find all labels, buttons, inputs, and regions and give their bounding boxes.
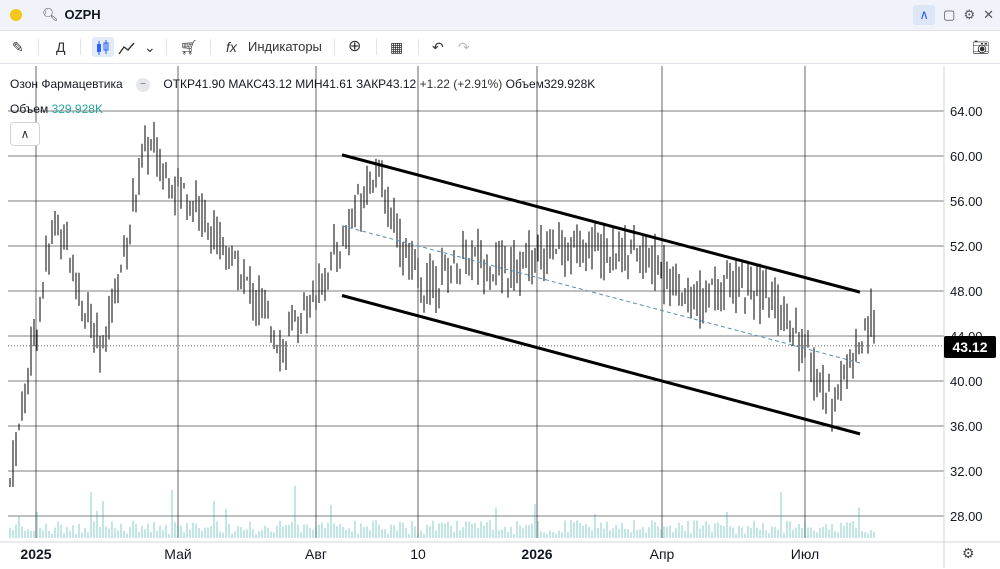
y-tick-label: 60.00 <box>950 149 983 164</box>
last-price-badge: 43.12 <box>944 336 996 358</box>
status-dot-icon <box>10 9 22 21</box>
layout-grid-icon[interactable]: ▦ <box>390 39 404 55</box>
gear-icon[interactable]: ⚙ <box>963 7 976 22</box>
y-tick-label: 28.00 <box>950 509 983 524</box>
x-tick-label: 10 <box>410 546 426 562</box>
ohlc-legend: Озон Фармацевтика − ОТКР41.90 МАКС43.12 … <box>10 77 595 92</box>
instrument-name: Озон Фармацевтика <box>10 77 123 91</box>
y-tick-label: 64.00 <box>950 104 983 119</box>
divider <box>210 39 211 55</box>
maximize-icon[interactable]: ▢ <box>943 7 956 22</box>
add-icon[interactable]: ⊕ <box>348 38 362 55</box>
y-tick-label: 56.00 <box>950 194 983 209</box>
search-icon: 🔍︎ <box>42 7 59 22</box>
x-tick-label: Авг <box>305 546 327 562</box>
chart-toolbar: ✎ Д ⌄ 🛒︎ fx Индикаторы ⊕ ▦ ↶ ↷ 📷︎ <box>0 31 1000 64</box>
candles-icon[interactable] <box>92 37 114 58</box>
change-value: +1.22 (+2.91%) <box>419 77 503 91</box>
chevron-up-icon[interactable]: ∧ <box>10 122 40 146</box>
collapse-icon[interactable]: ∧ <box>913 5 936 25</box>
x-tick-label: Май <box>164 546 191 562</box>
redo-icon[interactable]: ↷ <box>458 39 470 55</box>
indicators-icon[interactable]: fx <box>226 39 237 55</box>
pencil-icon[interactable]: ✎ <box>12 39 24 55</box>
period-button[interactable]: Д <box>56 39 66 55</box>
channel-upper-line <box>341 153 861 294</box>
volume-legend: Объем 329.928K <box>10 102 103 116</box>
top-bar: 🔍︎ OZPH ∧ ▢ ⚙ ✕ <box>0 0 1000 31</box>
symbol-label[interactable]: OZPH <box>64 7 101 22</box>
x-tick-label: 2025 <box>20 546 51 562</box>
symbol-search[interactable]: 🔍︎ OZPH <box>42 7 101 23</box>
high-value: МАКС43.12 <box>228 77 292 91</box>
camera-icon[interactable]: 📷︎ <box>972 39 990 55</box>
channel-mid-line <box>341 225 861 364</box>
close-value: ЗАКР43.12 <box>355 77 417 91</box>
divider <box>166 39 167 55</box>
volume-label: Объем <box>10 102 49 116</box>
cart-icon[interactable]: 🛒︎ <box>180 39 198 55</box>
divider <box>418 39 419 55</box>
divider <box>80 39 81 55</box>
y-tick-label: 52.00 <box>950 239 983 254</box>
divider <box>38 39 39 55</box>
divider <box>334 39 335 55</box>
open-value: ОТКР41.90 <box>163 77 226 91</box>
window-controls: ∧ ▢ ⚙ ✕ <box>913 5 994 25</box>
minus-icon[interactable]: − <box>135 77 150 92</box>
y-tick-label: 40.00 <box>950 374 983 389</box>
channel-lower-line <box>341 294 861 436</box>
low-value: МИН41.61 <box>295 77 353 91</box>
x-tick-label: 2026 <box>521 546 552 562</box>
y-tick-label: 48.00 <box>950 284 983 299</box>
volume-amount: 329.928K <box>51 102 103 116</box>
y-tick-label: 36.00 <box>950 419 983 434</box>
volume-value: Объем329.928K <box>505 77 596 91</box>
close-icon[interactable]: ✕ <box>983 7 994 22</box>
x-tick-label: Апр <box>650 546 675 562</box>
chevron-down-icon[interactable]: ⌄ <box>144 39 156 55</box>
y-tick-label: 32.00 <box>950 464 983 479</box>
divider <box>376 39 377 55</box>
indicators-button[interactable]: Индикаторы <box>248 39 322 54</box>
area-chart-icon[interactable] <box>118 37 136 57</box>
settings-icon[interactable]: ⚙ <box>962 545 975 561</box>
x-tick-label: Июл <box>791 546 819 562</box>
undo-icon[interactable]: ↶ <box>432 39 444 55</box>
